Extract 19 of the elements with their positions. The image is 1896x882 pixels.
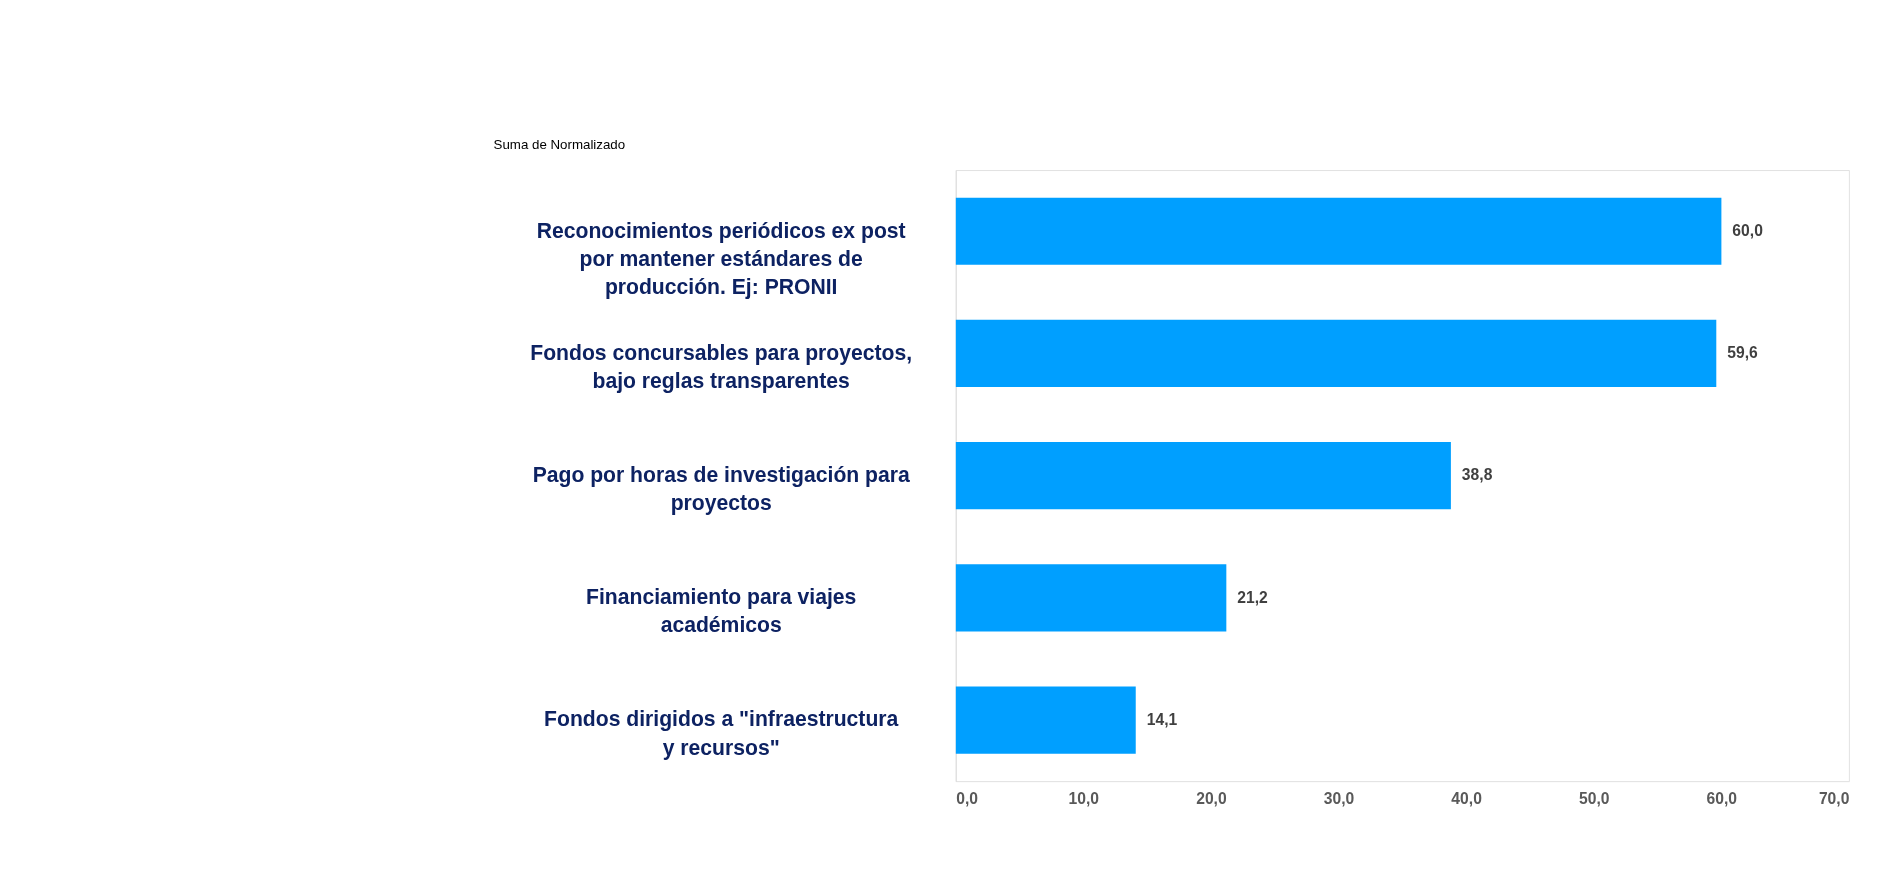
x-tick-label: 0,0 <box>956 789 979 807</box>
y-tick-label: Financiamiento para viajes académicos <box>586 585 857 637</box>
data-label: 21,2 <box>1237 588 1269 606</box>
x-tick-label: 20,0 <box>1196 789 1227 807</box>
data-label: 38,8 <box>1461 466 1493 484</box>
x-tick-label: 30,0 <box>1323 789 1355 807</box>
data-label: 14,1 <box>1146 710 1178 728</box>
data-label: 60,0 <box>1732 221 1764 239</box>
x-tick-label: 70,0 <box>1818 789 1850 807</box>
y-tick-label: Fondos concursables para proyectos, bajo reglas transparentes <box>530 340 913 393</box>
data-label: 59,6 <box>1727 344 1759 362</box>
x-tick-label: 10,0 <box>1068 789 1100 807</box>
x-tick-label: 50,0 <box>1578 789 1610 807</box>
y-tick-label: Pago por horas de investigación para proyectos <box>532 462 910 516</box>
x-tick-label: 40,0 <box>1451 789 1483 807</box>
x-tick-label: 60,0 <box>1706 789 1738 807</box>
text: Suma de Normalizado <box>493 136 626 152</box>
y-tick-label: Reconocimientos periódicos ex post por mantener estándares de producción. Ej: PRONII <box>536 218 906 299</box>
y-tick-label: Fondos dirigidos a "infraestructura y recursos" <box>544 707 899 760</box>
